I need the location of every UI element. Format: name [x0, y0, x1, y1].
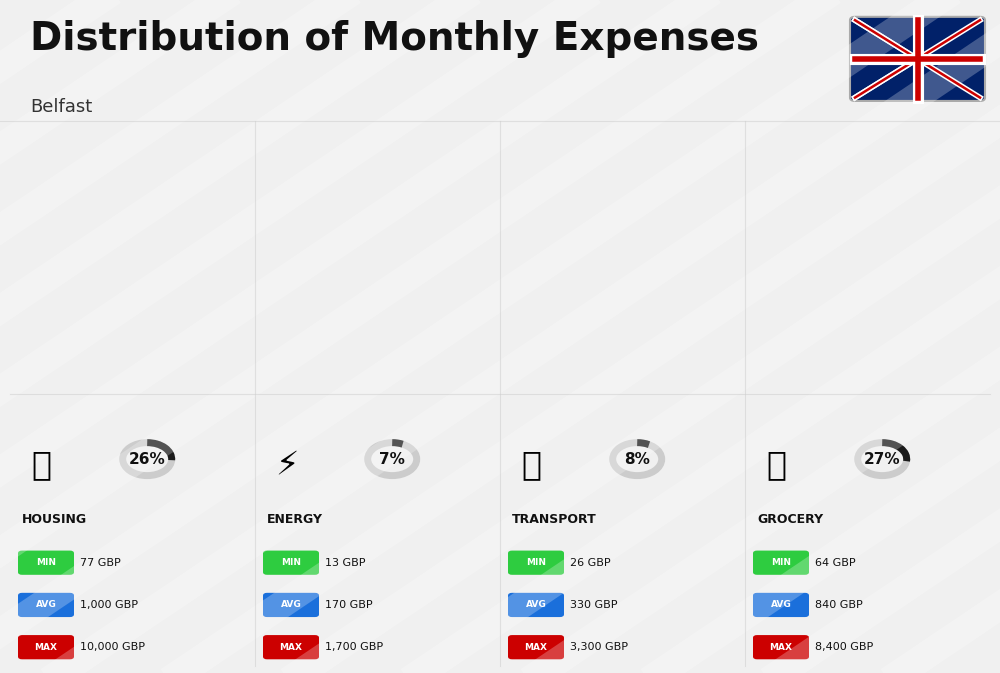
Text: MIN: MIN [771, 558, 791, 567]
Text: 1,700 GBP: 1,700 GBP [325, 642, 383, 652]
FancyBboxPatch shape [18, 635, 74, 660]
Text: ⚡: ⚡ [275, 448, 299, 481]
Text: 🏢: 🏢 [32, 448, 52, 481]
Text: MIN: MIN [281, 558, 301, 567]
Text: 77 GBP: 77 GBP [80, 558, 121, 568]
Text: TRANSPORT: TRANSPORT [512, 513, 597, 526]
Text: MIN: MIN [36, 558, 56, 567]
Text: MIN: MIN [526, 558, 546, 567]
FancyBboxPatch shape [508, 551, 564, 575]
Text: 3,300 GBP: 3,300 GBP [570, 642, 628, 652]
FancyBboxPatch shape [753, 551, 809, 575]
Text: Belfast: Belfast [30, 98, 92, 116]
Text: 7%: 7% [379, 452, 405, 466]
Text: AVG: AVG [526, 600, 546, 610]
FancyBboxPatch shape [18, 551, 74, 575]
Text: 26%: 26% [129, 452, 166, 466]
FancyBboxPatch shape [263, 635, 319, 660]
Text: 64 GBP: 64 GBP [815, 558, 856, 568]
Text: MAX: MAX [770, 643, 792, 651]
FancyBboxPatch shape [850, 17, 985, 101]
Text: 1,000 GBP: 1,000 GBP [80, 600, 138, 610]
Text: MAX: MAX [280, 643, 303, 651]
FancyBboxPatch shape [508, 593, 564, 617]
Text: HOUSING: HOUSING [22, 513, 87, 526]
Text: 8,400 GBP: 8,400 GBP [815, 642, 873, 652]
Text: 170 GBP: 170 GBP [325, 600, 373, 610]
Text: AVG: AVG [36, 600, 56, 610]
Text: 🚌: 🚌 [522, 448, 542, 481]
Text: GROCERY: GROCERY [757, 513, 823, 526]
Text: 840 GBP: 840 GBP [815, 600, 863, 610]
Text: 13 GBP: 13 GBP [325, 558, 366, 568]
FancyBboxPatch shape [263, 551, 319, 575]
FancyBboxPatch shape [263, 593, 319, 617]
FancyBboxPatch shape [753, 635, 809, 660]
Text: 🛒: 🛒 [767, 448, 787, 481]
Text: 8%: 8% [624, 452, 650, 466]
Text: AVG: AVG [281, 600, 301, 610]
FancyBboxPatch shape [18, 593, 74, 617]
Text: MAX: MAX [34, 643, 58, 651]
Text: 330 GBP: 330 GBP [570, 600, 618, 610]
Text: AVG: AVG [771, 600, 791, 610]
Text: 27%: 27% [864, 452, 901, 466]
Text: ENERGY: ENERGY [267, 513, 323, 526]
FancyBboxPatch shape [753, 593, 809, 617]
Text: 26 GBP: 26 GBP [570, 558, 611, 568]
FancyBboxPatch shape [508, 635, 564, 660]
Text: 10,000 GBP: 10,000 GBP [80, 642, 145, 652]
Text: Distribution of Monthly Expenses: Distribution of Monthly Expenses [30, 20, 759, 58]
Text: MAX: MAX [524, 643, 548, 651]
